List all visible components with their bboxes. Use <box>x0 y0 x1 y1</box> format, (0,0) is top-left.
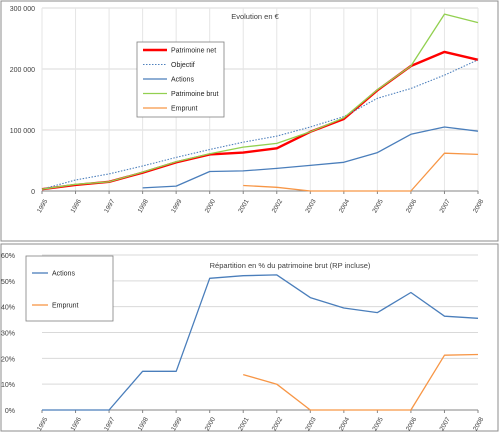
legend-label-actions: Actions <box>52 271 75 278</box>
repartition-chart: 0%10%20%30%40%50%60%1995 1996 1997 1998 1999… <box>0 243 499 432</box>
legend-label-emprunt: Emprunt <box>52 303 79 310</box>
legend-label-patrimoine-brut: Patrimoine brut <box>171 91 219 98</box>
y-tick-label: 300 000 <box>10 6 35 13</box>
legend-label-actions: Actions <box>171 77 194 84</box>
y-tick-label: 0 <box>31 189 35 196</box>
y-tick-label: 100 000 <box>10 128 35 135</box>
series-line-patrimoine-brut <box>41 13 479 190</box>
y-tick-label: 50% <box>1 279 15 286</box>
y-tick-label: 20% <box>1 356 15 363</box>
series-line-actions <box>142 126 479 189</box>
legend-label-emprunt: Emprunt <box>171 106 198 113</box>
y-tick-label: 10% <box>1 382 15 389</box>
y-tick-label: 200 000 <box>10 67 35 74</box>
legend-label-patrimoine-net: Patrimoine net <box>171 48 216 55</box>
y-tick-label: 0% <box>5 408 15 415</box>
series-line-emprunt <box>243 353 479 411</box>
series-line-actions <box>42 274 479 411</box>
chart-frame <box>0 0 499 242</box>
y-tick-label: 40% <box>1 305 15 312</box>
chart-title: Répartition en % du patrimoine brut (RP … <box>210 261 371 270</box>
legend-box <box>25 255 114 322</box>
y-tick-label: 30% <box>1 331 15 338</box>
chart-title: Evolution en € <box>231 12 279 21</box>
legend-label-objectif: Objectif <box>171 62 195 69</box>
y-tick-label: 60% <box>1 253 15 260</box>
series-line-emprunt <box>243 152 479 192</box>
